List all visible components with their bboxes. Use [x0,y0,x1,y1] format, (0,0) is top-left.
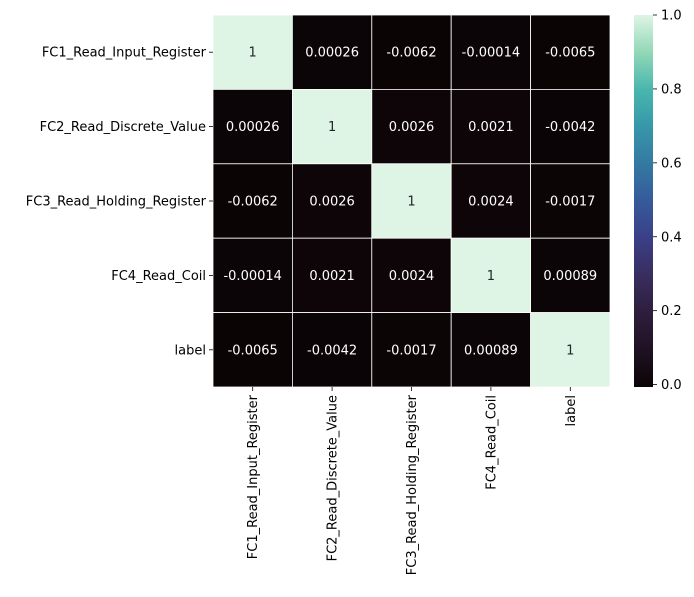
colorbar-tick-label: 0.4 [661,230,682,245]
heatmap-cell [530,312,611,388]
heatmap-cell [291,14,373,90]
heatmap-cell [371,14,452,90]
y-tick-label: FC4_Read_Coil [111,269,206,284]
cell-value-label: -0.0065 [228,343,278,358]
cell-value-label: -0.0042 [307,343,357,358]
heatmap-cell [371,237,452,313]
cell-value-label: -0.0017 [386,343,436,358]
heatmap-cell [450,89,532,165]
heatmap-cell-labels: 1 0.00026 -0.0062 -0.00014 -0.0065 0.00026 1 0.… [223,46,597,359]
colorbar-tick-label: 0.2 [661,304,682,319]
heatmap-cell [371,89,452,165]
cell-value-label: 0.00026 [305,46,359,61]
cell-value-label: 1 [407,195,415,210]
heatmap-cell [212,312,293,388]
cell-value-label: 0.00089 [543,269,597,284]
cell-value-label: 1 [249,46,257,61]
y-tick-label: FC3_Read_Holding_Register [26,195,207,210]
cell-value-label: -0.0042 [545,120,595,135]
cell-value-label: 0.00089 [464,343,518,358]
heatmap-cell [291,163,373,239]
cell-value-label: 1 [328,120,336,135]
cell-value-label: 0.0026 [309,195,355,210]
heatmap-cell [291,312,373,388]
heatmap-cell [291,89,373,165]
x-tick-label: FC4_Read_Coil [484,395,499,490]
cell-value-label: 0.00026 [226,120,280,135]
y-axis-ticks: FC1_Read_Input_Register FC2_Read_Discrete… [26,46,213,358]
cell-value-label: -0.0017 [545,195,595,210]
colorbar-tick-label: 0.6 [661,156,682,171]
heatmap-cell [371,163,452,239]
y-tick-label: FC2_Read_Discrete_Value [40,120,206,135]
cell-value-label: 1 [566,343,574,358]
x-axis-ticks: FC1_Read_Input_Register FC2_Read_Discrete… [246,387,579,575]
heatmap-cell [371,312,452,388]
cell-value-label: 1 [487,269,495,284]
cell-value-label: -0.0065 [545,46,595,61]
cell-value-label: -0.0062 [386,46,436,61]
y-tick-label: label [175,343,206,358]
heatmap-cell [530,89,611,165]
cell-value-label: 0.0021 [468,120,514,135]
y-tick-label: FC1_Read_Input_Register [42,46,207,61]
colorbar-tick-label: 0.0 [661,378,682,393]
heatmap-cell [530,237,611,313]
heatmap-cell [450,237,532,313]
cell-value-label: -0.00014 [462,46,520,61]
cell-value-label: 0.0021 [309,269,355,284]
heatmap-cell [450,312,532,388]
cell-value-label: -0.0062 [228,195,278,210]
x-tick-label: label [564,395,579,426]
x-tick-label: FC2_Read_Discrete_Value [326,395,341,561]
cell-value-label: 0.0024 [468,195,514,210]
cell-value-label: -0.00014 [223,269,281,284]
colorbar-gradient [634,15,653,387]
x-tick-label: FC1_Read_Input_Register [246,394,261,559]
cell-value-label: 0.0026 [389,120,435,135]
heatmap-cell [212,14,293,90]
x-tick-label: FC3_Read_Holding_Register [405,394,420,575]
colorbar-tick-label: 0.8 [661,82,682,97]
heatmap-cell [530,163,611,239]
heatmap-cells [212,14,611,388]
heatmap-cell [450,14,532,90]
cell-value-label: 0.0024 [389,269,435,284]
heatmap-cell [212,237,293,313]
colorbar-tick-label: 1.0 [661,9,682,24]
heatmap-cell [291,237,373,313]
heatmap-cell [450,163,532,239]
colorbar: 0.0 0.2 0.4 0.6 0.8 1.0 [634,9,682,393]
